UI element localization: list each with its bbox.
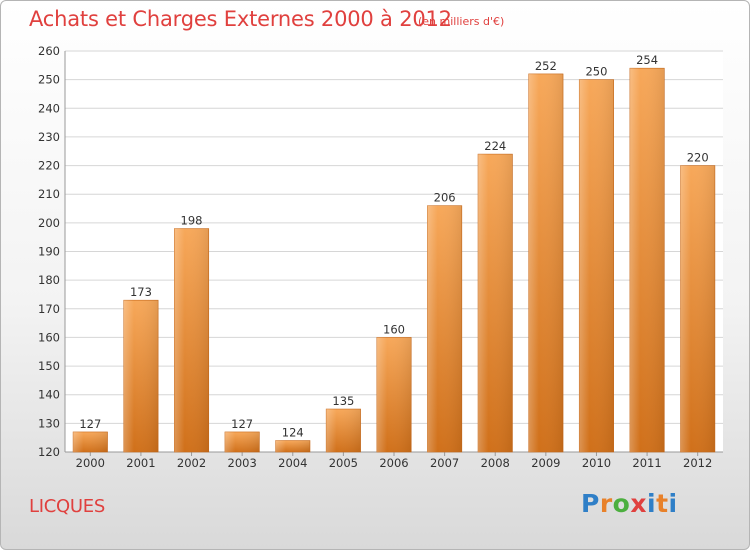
bar-shade-2002: [174, 228, 209, 452]
bar-value-label: 206: [434, 191, 456, 205]
bar-shade-2005: [326, 409, 361, 452]
y-tick-label: 210: [38, 187, 60, 201]
x-tick-label: 2003: [228, 456, 257, 470]
labels: 120 130 140 150 160 170 180 190 200 210 220 230 240 2…: [38, 44, 712, 470]
x-tick-label: 2000: [76, 456, 105, 470]
x-tick-label: 2001: [126, 456, 155, 470]
y-tick-label: 160: [38, 330, 60, 344]
y-tick-label: 150: [38, 359, 60, 373]
bar-shade-2012: [680, 165, 715, 453]
bar-shade-2009: [528, 73, 564, 453]
logo-letter: i: [647, 489, 657, 518]
y-tick-label: 240: [38, 101, 60, 115]
chart-title: Achats et Charges Externes 2000 à 2012: [29, 7, 452, 31]
x-tick-label: 2002: [177, 456, 206, 470]
bar-value-label: 173: [130, 285, 152, 299]
x-tick-label: 2010: [582, 456, 611, 470]
proxiti-logo: Proxiti: [581, 489, 678, 518]
bar-value-label: 124: [282, 426, 304, 440]
bar-shade-2011: [629, 68, 665, 452]
y-tick-label: 220: [38, 159, 60, 173]
bar-value-label: 160: [383, 322, 405, 336]
logo-letter: i: [668, 489, 678, 518]
bar-shade-2001: [123, 300, 159, 452]
bar-value-label: 220: [687, 151, 709, 165]
bar-shade-2010: [579, 79, 614, 453]
x-tick-label: 2009: [531, 456, 560, 470]
x-tick-label: 2011: [632, 456, 661, 470]
bar-value-label: 250: [585, 65, 607, 79]
chart-subtitle: (en milliers d'€): [418, 15, 505, 28]
bar-shade-2000: [73, 431, 108, 452]
bar-value-label: 135: [332, 394, 354, 408]
x-tick-label: 2008: [481, 456, 510, 470]
y-tick-label: 120: [38, 445, 60, 459]
y-tick-label: 230: [38, 130, 60, 144]
location-name: LICQUES: [29, 496, 105, 517]
bar-value-label: 252: [535, 59, 557, 73]
bar-shade-2006: [376, 337, 412, 452]
x-tick-label: 2007: [430, 456, 459, 470]
bars: [72, 67, 716, 453]
y-tick-label: 260: [38, 44, 60, 58]
bar-shade-2008: [478, 154, 513, 452]
x-tick-label: 2012: [683, 456, 712, 470]
logo-letter: x: [630, 489, 647, 518]
logo-letter: P: [581, 489, 600, 518]
bar-value-label: 127: [79, 417, 101, 431]
bar-value-label: 224: [484, 139, 506, 153]
x-tick-label: 2005: [329, 456, 358, 470]
logo-letter: o: [612, 489, 631, 518]
y-tick-label: 180: [38, 273, 60, 287]
bar-value-label: 254: [636, 53, 658, 67]
y-tick-label: 130: [38, 416, 60, 430]
bar-value-label: 198: [181, 214, 203, 228]
bar-shade-2004: [275, 440, 310, 452]
bar-shade-2007: [427, 205, 462, 452]
logo-letter: t: [656, 489, 669, 518]
bar-shade-2003: [224, 431, 260, 452]
y-tick-label: 250: [38, 73, 60, 87]
y-tick-label: 140: [38, 388, 60, 402]
x-tick-label: 2004: [278, 456, 307, 470]
y-tick-label: 170: [38, 302, 60, 316]
bar-value-label: 127: [231, 417, 253, 431]
y-tick-label: 190: [38, 245, 60, 259]
x-tick-label: 2006: [379, 456, 408, 470]
y-tick-label: 200: [38, 216, 60, 230]
logo-letter: r: [599, 489, 613, 518]
